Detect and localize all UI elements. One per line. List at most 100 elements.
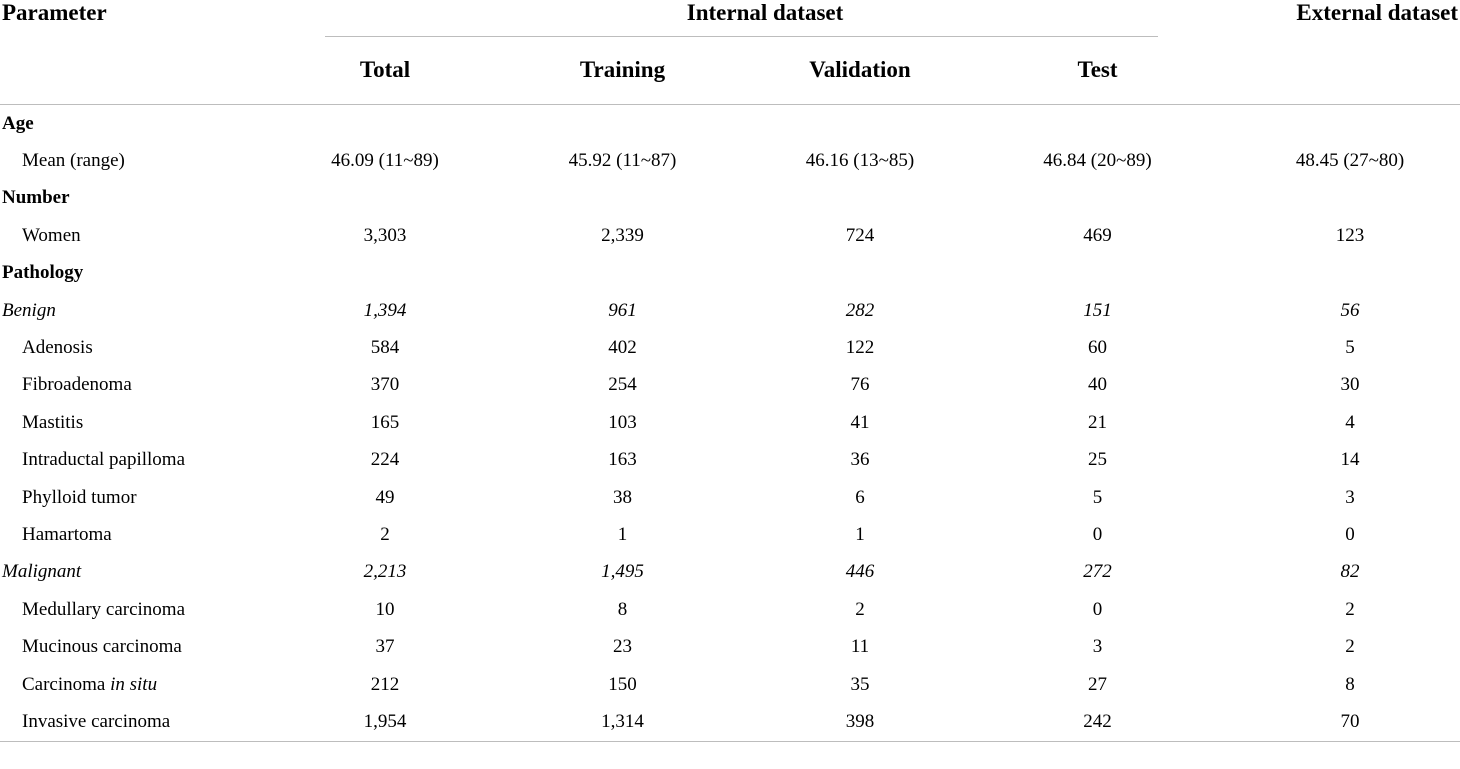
cell-total: 212 xyxy=(370,673,400,695)
cell-test: 3 xyxy=(1092,636,1103,658)
row-adenosis: Adenosis 584 402 122 60 5 xyxy=(0,329,1460,366)
cell-validation: 35 xyxy=(850,673,870,695)
cell-total: 370 xyxy=(370,374,400,396)
row-mastitis: Mastitis 165 103 41 21 4 xyxy=(0,404,1460,441)
internal-dataset-rule xyxy=(325,36,1158,37)
header-parameter: Parameter xyxy=(2,0,107,25)
cell-test: 469 xyxy=(1083,224,1112,246)
row-label: Intraductal papilloma xyxy=(22,449,186,471)
cell-total: 37 xyxy=(375,636,395,658)
cell-total: 1,394 xyxy=(363,299,407,321)
row-label: Invasive carcinoma xyxy=(0,703,290,742)
cell-total: 1,954 xyxy=(290,703,480,742)
cell-external: 14 xyxy=(1340,449,1360,471)
cell-total: 2,213 xyxy=(363,561,407,583)
cell-training: 1 xyxy=(617,523,628,545)
cell-test: 5 xyxy=(1092,486,1103,508)
row-benign: Benign 1,394 961 282 151 56 xyxy=(0,292,1460,329)
cell-training: 961 xyxy=(608,299,637,321)
cell-validation: 724 xyxy=(845,224,875,246)
cell-test: 151 xyxy=(1083,299,1112,321)
cell-total: 49 xyxy=(375,486,395,508)
cell-validation: 398 xyxy=(765,703,955,742)
cell-total: 584 xyxy=(370,337,400,359)
row-label: Medullary carcinoma xyxy=(22,598,186,620)
cell-total: 224 xyxy=(370,449,400,471)
cell-external: 8 xyxy=(1345,673,1355,695)
row-label-italic: in situ xyxy=(110,673,158,695)
row-number: Number xyxy=(0,180,1460,217)
cell-total: 165 xyxy=(370,411,400,433)
row-label: Age xyxy=(2,112,34,134)
header-external-dataset: External dataset xyxy=(1296,0,1459,25)
cell-external: 3 xyxy=(1345,486,1355,508)
cell-external: 5 xyxy=(1345,337,1355,359)
cell-external: 4 xyxy=(1345,411,1355,433)
row-label: Mastitis xyxy=(22,411,84,433)
cell-test: 0 xyxy=(1092,523,1103,545)
row-label: Pathology xyxy=(2,262,84,284)
cell-test: 21 xyxy=(1088,411,1108,433)
row-label: Mean (range) xyxy=(22,150,125,172)
header-training: Training xyxy=(480,36,765,105)
cell-validation: 6 xyxy=(855,486,865,508)
row-phylloid-tumor: Phylloid tumor 49 38 6 5 3 xyxy=(0,479,1460,516)
header-test: Test xyxy=(955,36,1241,105)
row-label: Phylloid tumor xyxy=(22,486,137,508)
cell-test: 0 xyxy=(1092,598,1103,620)
row-label: Adenosis xyxy=(22,337,93,359)
cell-training: 103 xyxy=(608,411,637,433)
cell-validation: 76 xyxy=(850,374,870,396)
row-malignant: Malignant 2,213 1,495 446 272 82 xyxy=(0,554,1460,591)
row-mucinous-carcinoma: Mucinous carcinoma 37 23 11 3 2 xyxy=(0,628,1460,665)
cell-test: 60 xyxy=(1088,337,1108,359)
cell-training: 1,314 xyxy=(480,703,765,742)
cell-external: 70 xyxy=(1240,703,1460,742)
row-fibroadenoma: Fibroadenoma 370 254 76 40 30 xyxy=(0,367,1460,404)
cell-test: 272 xyxy=(1083,561,1112,583)
row-age: Age xyxy=(0,105,1460,143)
cell-test: 40 xyxy=(1088,374,1108,396)
header-empty xyxy=(0,36,290,105)
header-empty-external xyxy=(1240,36,1460,105)
cell-external: 2 xyxy=(1345,636,1355,658)
cell-validation: 36 xyxy=(850,449,870,471)
cell-training: 163 xyxy=(608,449,637,471)
row-mean-range: Mean (range) 46.09 (11~89) 45.92 (11~87)… xyxy=(0,142,1460,179)
cell-total: 2 xyxy=(380,523,390,545)
cell-external: 56 xyxy=(1340,299,1360,321)
cell-validation: 282 xyxy=(845,299,875,321)
cell-training: 8 xyxy=(617,598,628,620)
cell-training: 45.92 (11~87) xyxy=(568,150,677,172)
cell-total: 10 xyxy=(375,598,395,620)
row-label: Fibroadenoma xyxy=(22,374,132,396)
cell-validation: 41 xyxy=(850,411,870,433)
row-invasive-carcinoma: Invasive carcinoma 1,954 1,314 398 242 7… xyxy=(0,703,1460,742)
row-pathology: Pathology xyxy=(0,255,1460,292)
header-row-columns: Total Training Validation Test xyxy=(0,36,1460,105)
row-intraductal-papilloma: Intraductal papilloma 224 163 36 25 14 xyxy=(0,442,1460,479)
cell-total: 3,303 xyxy=(363,224,407,246)
cell-external: 48.45 (27~80) xyxy=(1295,150,1405,172)
cell-training: 2,339 xyxy=(601,224,644,246)
cell-training: 23 xyxy=(613,636,632,658)
cell-validation: 2 xyxy=(855,598,865,620)
cell-validation: 122 xyxy=(845,337,875,359)
cell-training: 1,495 xyxy=(601,561,644,583)
cell-validation: 446 xyxy=(845,561,875,583)
cell-validation: 1 xyxy=(855,523,865,545)
cell-external: 30 xyxy=(1340,374,1360,396)
cell-external: 2 xyxy=(1345,598,1355,620)
row-carcinoma-in-situ: Carcinoma in situ 212 150 35 27 8 xyxy=(0,666,1460,703)
header-internal-dataset: Internal dataset xyxy=(686,0,844,25)
row-label: Hamartoma xyxy=(22,523,112,545)
cell-external: 0 xyxy=(1345,523,1355,545)
cell-training: 402 xyxy=(608,337,637,359)
dataset-table: Parameter Internal dataset External data… xyxy=(0,0,1460,742)
row-label-prefix: Carcinoma xyxy=(22,673,111,695)
row-label: Malignant xyxy=(2,561,82,583)
row-label: Number xyxy=(2,187,70,209)
row-medullary-carcinoma: Medullary carcinoma 10 8 2 0 2 xyxy=(0,591,1460,628)
cell-validation: 46.16 (13~85) xyxy=(805,150,915,172)
